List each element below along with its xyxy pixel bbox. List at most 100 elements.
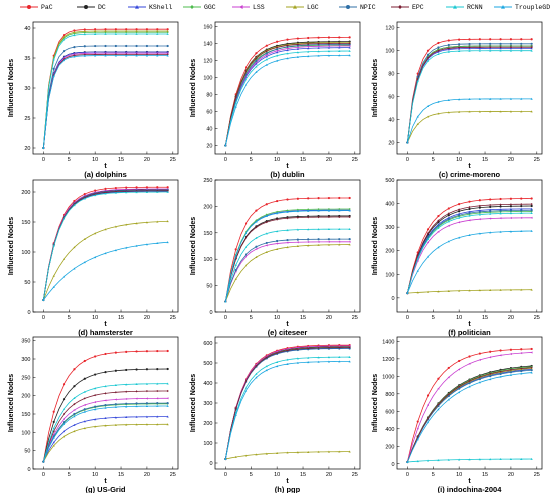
legend-item-pac: PaC — [20, 4, 53, 11]
y-tick-label: 50 — [206, 284, 212, 290]
data-point — [156, 29, 159, 32]
data-point — [437, 226, 440, 229]
data-point — [286, 217, 289, 220]
y-tick-label: 300 — [385, 225, 394, 231]
data-point — [458, 236, 461, 239]
data-point — [244, 83, 248, 86]
plot-frame — [396, 179, 543, 313]
data-point — [499, 354, 502, 357]
data-point — [255, 209, 258, 212]
data-point — [135, 382, 138, 385]
x-tick-label: 15 — [118, 315, 124, 321]
data-point — [255, 376, 258, 379]
data-point — [416, 427, 419, 430]
data-point — [114, 225, 117, 228]
panel-caption: (a) dolphins — [84, 170, 127, 179]
data-point — [156, 389, 159, 393]
data-point — [52, 67, 55, 70]
y-tick-label: 80 — [388, 72, 394, 78]
data-point — [83, 238, 86, 240]
legend-marker — [190, 5, 194, 9]
data-point — [114, 44, 117, 48]
panel-2: 0 5 10 15 20 25 20 40 60 80 100 120 140 160 t Influence… — [190, 21, 361, 179]
data-point — [478, 46, 481, 49]
data-point — [286, 49, 289, 52]
data-point — [509, 110, 513, 113]
data-point — [166, 189, 169, 192]
data-point — [52, 433, 55, 436]
series-rcnn — [406, 457, 533, 463]
data-point — [509, 457, 513, 460]
data-point — [265, 241, 268, 245]
x-tick-label: 25 — [170, 472, 176, 478]
data-point — [489, 49, 492, 52]
data-point — [145, 189, 149, 192]
data-point — [478, 49, 481, 52]
data-point — [276, 247, 279, 250]
data-point — [489, 42, 492, 45]
data-point — [307, 347, 310, 350]
data-point — [255, 219, 258, 222]
data-point — [125, 405, 128, 408]
y-tick-label: 250 — [203, 178, 212, 184]
data-point — [265, 52, 268, 55]
data-point — [426, 56, 430, 59]
data-point — [426, 290, 430, 293]
data-point — [499, 217, 502, 220]
data-point — [520, 197, 523, 200]
data-point — [42, 460, 45, 463]
data-point — [489, 372, 492, 375]
data-point — [327, 50, 331, 53]
data-point — [125, 383, 128, 386]
series-rcnn — [224, 49, 351, 147]
panels: 0 5 10 15 20 25 20 25 30 35 40 t Influenced Nodes (a)… — [8, 21, 543, 493]
data-point — [244, 231, 248, 234]
data-point — [458, 38, 461, 41]
x-tick-label: 5 — [250, 472, 253, 478]
data-point — [135, 222, 138, 225]
data-point — [348, 36, 351, 39]
data-point — [307, 240, 310, 244]
data-point — [468, 234, 471, 237]
data-point — [234, 96, 237, 99]
y-tick-label: 400 — [385, 427, 394, 433]
data-point — [255, 59, 258, 62]
data-point — [145, 368, 149, 371]
data-point — [338, 49, 341, 52]
data-point — [317, 197, 320, 200]
data-point — [244, 264, 248, 267]
data-point — [166, 404, 169, 407]
data-point — [166, 349, 169, 353]
data-point — [447, 217, 450, 221]
data-point — [244, 454, 248, 457]
data-point — [499, 42, 502, 45]
data-point — [437, 459, 440, 462]
data-point — [327, 238, 331, 241]
data-point — [244, 70, 248, 73]
data-point — [286, 57, 289, 60]
data-point — [296, 197, 299, 200]
data-point — [255, 57, 258, 60]
data-point — [286, 52, 289, 55]
data-point — [338, 228, 341, 231]
data-point — [317, 209, 320, 212]
data-point — [125, 191, 128, 194]
legend-label: RCNN — [467, 4, 483, 11]
data-point — [416, 291, 419, 294]
x-tick-label: 10 — [92, 315, 98, 321]
data-point — [276, 48, 279, 51]
y-tick-label: 0 — [391, 462, 394, 468]
y-tick-label: 1400 — [382, 339, 394, 345]
data-point — [317, 240, 320, 243]
x-axis-label: t — [468, 163, 471, 170]
data-point — [489, 46, 492, 49]
data-point — [166, 367, 169, 371]
x-axis-label: t — [104, 478, 107, 485]
y-tick-label: 200 — [385, 249, 394, 255]
data-point — [499, 38, 502, 41]
y-tick-label: 0 — [27, 467, 30, 473]
data-point — [499, 209, 502, 212]
data-point — [166, 220, 169, 223]
data-point — [255, 220, 258, 223]
